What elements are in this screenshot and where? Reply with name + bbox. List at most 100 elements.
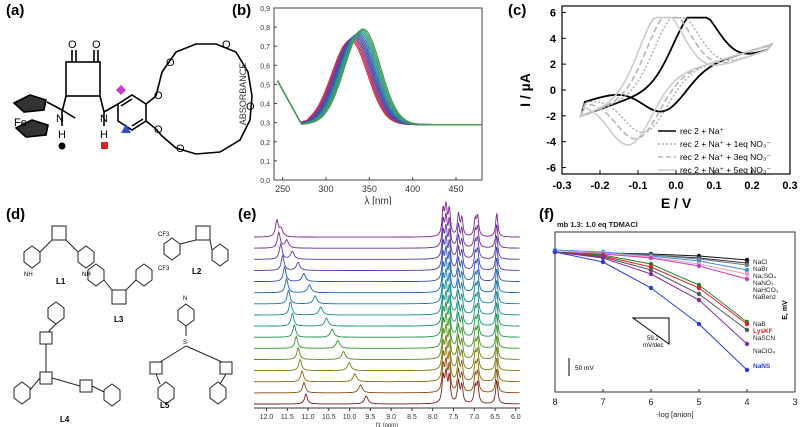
absorbance-series-line bbox=[276, 28, 482, 126]
series-point bbox=[744, 321, 750, 327]
panel-a: (a) bbox=[0, 0, 262, 215]
x-tick-label: 12.0 bbox=[260, 414, 274, 421]
series-point bbox=[696, 263, 702, 269]
x-tick-label: 7.0 bbox=[469, 414, 479, 421]
y-tick-label: 0,0 bbox=[260, 178, 270, 185]
series-point bbox=[552, 249, 558, 255]
marker-blue-triangle bbox=[121, 124, 131, 133]
series-label: NaNO₃ bbox=[753, 280, 774, 287]
series-point bbox=[696, 285, 702, 291]
n-label-1: N bbox=[56, 113, 64, 125]
x-tick-label: 250 bbox=[275, 184, 290, 194]
x-tick-label: 0.0 bbox=[668, 180, 683, 192]
absorbance-series-line bbox=[276, 34, 482, 126]
x-tick-label: 8 bbox=[552, 397, 557, 407]
cv-loop-line bbox=[579, 16, 773, 134]
x-axis-label: λ [nm] bbox=[364, 196, 391, 205]
legend-label: rec 2 + Na⁺ + 3eq NO₃⁻ bbox=[680, 152, 771, 162]
y-tick-label: -2 bbox=[546, 111, 556, 123]
series-point bbox=[648, 285, 654, 291]
slope-label-value: 59.2 bbox=[647, 336, 659, 342]
x-tick-label: 10.0 bbox=[343, 414, 357, 421]
panel-label-c: (c) bbox=[508, 2, 527, 19]
cf3-label-1: CF3 bbox=[158, 232, 170, 238]
y-tick-label: 0 bbox=[550, 85, 556, 97]
plot-frame bbox=[273, 7, 483, 181]
x-tick-label: 8.5 bbox=[407, 414, 417, 421]
y-tick-label: 0,9 bbox=[260, 6, 270, 13]
cyclic-voltammetry-chart: -6 -4 -2 0 2 4 6 -0.3 -0.2 -0.1 0.0 0.1 0.2 0.3 E / V I… bbox=[517, 5, 798, 211]
ligand-l1-label: L1 bbox=[56, 277, 66, 286]
x-axis-label: E / V bbox=[661, 195, 692, 211]
nmr-spectrum-line bbox=[254, 257, 520, 294]
nmr-spectrum-line bbox=[254, 201, 520, 238]
panel-label-f: (f) bbox=[539, 206, 554, 223]
x-axis-label: -log [anion] bbox=[656, 410, 693, 419]
series-point bbox=[744, 367, 750, 373]
y-axis-label: ABSORBANCE bbox=[238, 63, 248, 126]
n-label-2: N bbox=[100, 113, 108, 125]
o-label-3: O bbox=[154, 90, 163, 102]
s-label: S bbox=[183, 340, 187, 346]
nmr-spectrum-line bbox=[254, 212, 520, 249]
series-label: NaB bbox=[753, 321, 766, 328]
series-point bbox=[696, 297, 702, 303]
x-tick-label: 300 bbox=[318, 184, 333, 194]
y-tick-label: 0,4 bbox=[260, 102, 270, 109]
o-label-6: O bbox=[222, 39, 231, 51]
nh-label-1: NH bbox=[24, 272, 33, 278]
y-tick-label: 0,2 bbox=[260, 140, 270, 147]
absorbance-chart: 0,0 0,1 0,2 0,3 0,4 0,5 0,6 0,7 0,8 0,9 250 300 350 4… bbox=[238, 6, 483, 205]
x-tick-label: 9.0 bbox=[386, 414, 396, 421]
series-point bbox=[696, 321, 702, 327]
nmr-spectrum-line bbox=[254, 301, 520, 338]
series-point bbox=[648, 267, 654, 273]
plot-frame bbox=[554, 231, 796, 393]
x-tick-label: 350 bbox=[362, 184, 377, 194]
x-tick-label: 5 bbox=[696, 397, 701, 407]
x-tick-label: 11.0 bbox=[301, 414, 314, 421]
y-tick-label: 0,3 bbox=[260, 121, 270, 128]
x-tick-label: 0.2 bbox=[744, 180, 759, 192]
panel-e: (e) 12.0 11.5 11.0 10.5 10.0 9.5 9.0 8.5 8.0 7.5 7… bbox=[238, 200, 528, 427]
series-label: LysKF bbox=[753, 328, 773, 335]
series-point bbox=[696, 291, 702, 297]
y-tick-label: 0,5 bbox=[260, 82, 270, 89]
x-tick-label: 6.0 bbox=[511, 414, 521, 421]
series-label: NaCl bbox=[753, 259, 768, 266]
legend-label: rec 2 + Na⁺ + 5eq NO₃⁻ bbox=[680, 165, 771, 175]
ligand-l2-label: L2 bbox=[192, 267, 202, 276]
series-point bbox=[744, 327, 750, 333]
ligand-structures: L1 L2 L3 L4 L5 CF3 CF3 NH NH S N bbox=[13, 225, 233, 424]
nmr-spectrum-line bbox=[254, 312, 520, 349]
nmr-spectrum-line bbox=[254, 279, 520, 316]
series-label: NaNS bbox=[753, 363, 771, 370]
h-label-1: H bbox=[58, 129, 66, 141]
y-tick-label: 0,7 bbox=[260, 44, 270, 51]
y-axis-label: E, mV bbox=[782, 300, 789, 320]
x-tick-label: -0.1 bbox=[629, 180, 648, 192]
y-tick-label: 0,1 bbox=[260, 159, 270, 166]
o-label-4: O bbox=[154, 124, 163, 136]
nmr-spectrum-line bbox=[254, 346, 520, 383]
n-label-d: N bbox=[183, 296, 187, 302]
o-label-5: O bbox=[166, 57, 175, 69]
x-tick-label: -0.3 bbox=[553, 180, 572, 192]
x-tick-label: 6 bbox=[648, 397, 653, 407]
series-point bbox=[648, 255, 654, 261]
marker-red-square bbox=[101, 142, 108, 149]
series-point bbox=[648, 271, 654, 277]
ligand-l4-label: L4 bbox=[60, 415, 70, 424]
cf3-label-2: CF3 bbox=[158, 266, 170, 272]
series-label: NaHCO₃ bbox=[753, 287, 779, 294]
h-label-2: H bbox=[100, 129, 108, 141]
panel-label-a: (a) bbox=[6, 2, 25, 19]
nmr-spectrum-line bbox=[254, 334, 520, 372]
nmr-spectrum-line bbox=[254, 357, 520, 394]
ferrocene-squaramide-crown-structure: Fe O O N H N H O O O O O O bbox=[12, 39, 255, 155]
nmr-spectrum-line bbox=[254, 368, 520, 405]
x-tick-label: 8.0 bbox=[428, 414, 438, 421]
y-tick-label: -6 bbox=[546, 163, 556, 175]
panel-label-e: (e) bbox=[238, 206, 257, 223]
x-tick-label: 9.5 bbox=[366, 414, 376, 421]
